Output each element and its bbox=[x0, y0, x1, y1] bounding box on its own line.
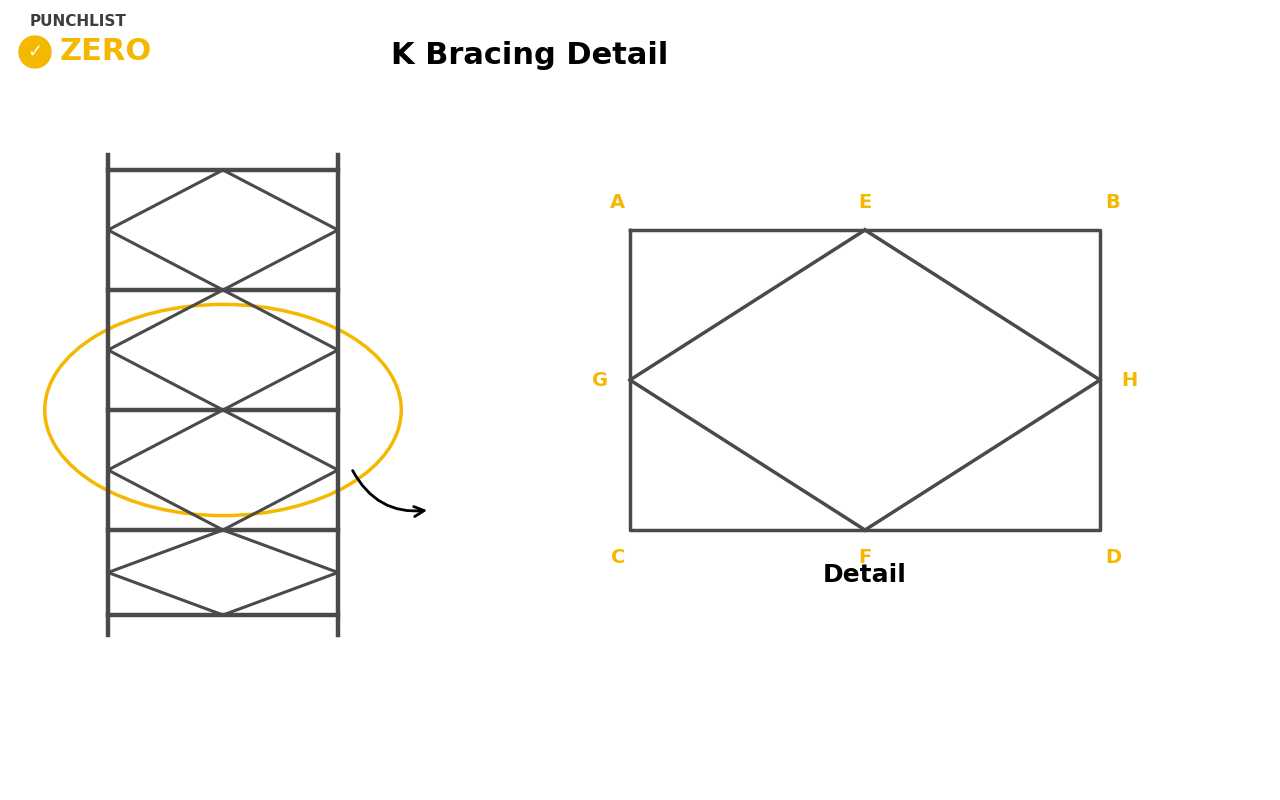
Text: ✓: ✓ bbox=[27, 43, 42, 61]
Text: B: B bbox=[1105, 193, 1120, 212]
Circle shape bbox=[19, 36, 51, 68]
Text: D: D bbox=[1105, 548, 1121, 567]
Text: E: E bbox=[859, 193, 872, 212]
Text: H: H bbox=[1121, 370, 1138, 390]
Text: C: C bbox=[611, 548, 625, 567]
Text: K Bracing Detail: K Bracing Detail bbox=[392, 41, 668, 70]
Text: A: A bbox=[609, 193, 625, 212]
Text: G: G bbox=[593, 370, 608, 390]
Text: ZERO: ZERO bbox=[60, 38, 152, 66]
Text: PUNCHLIST: PUNCHLIST bbox=[29, 14, 127, 30]
Text: F: F bbox=[859, 548, 872, 567]
Text: Detail: Detail bbox=[823, 563, 908, 587]
